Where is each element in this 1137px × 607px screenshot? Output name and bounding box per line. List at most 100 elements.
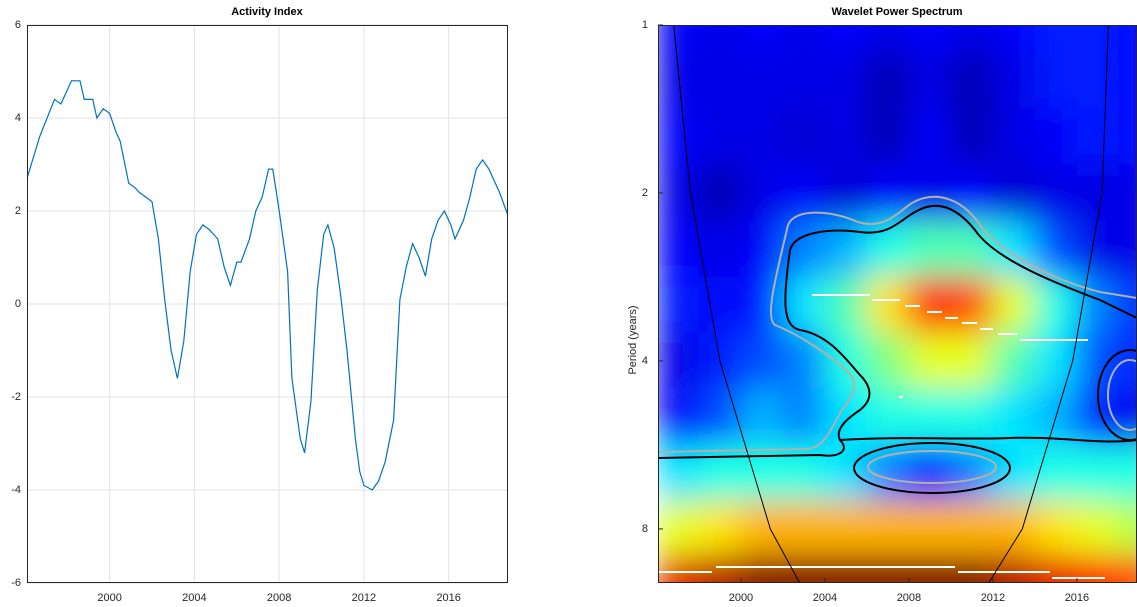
heat-cell <box>824 555 868 583</box>
heat-cell <box>1076 108 1120 166</box>
heat-cell <box>992 276 1036 334</box>
heat-cell <box>1076 220 1120 278</box>
heat-cell <box>658 388 700 446</box>
heat-cell <box>908 500 952 557</box>
y-tick-label: 4 <box>15 112 21 124</box>
y-tick-label: 6 <box>15 19 21 31</box>
heat-cell <box>950 25 994 54</box>
heat-cell <box>740 220 784 278</box>
heat-cell <box>908 220 952 278</box>
heat-cell <box>740 52 784 110</box>
heat-cell <box>740 332 784 390</box>
heat-cell <box>992 164 1036 222</box>
heat-cell <box>698 52 742 110</box>
heat-cell <box>866 332 910 390</box>
heat-cell <box>992 52 1036 110</box>
heat-cell <box>908 52 952 110</box>
heat-cell <box>950 52 994 110</box>
heat-cell <box>866 164 910 222</box>
heat-cell <box>1076 500 1120 557</box>
heat-cell <box>1034 108 1078 166</box>
heat-cell <box>866 500 910 557</box>
y-tick-label: 4 <box>642 355 648 367</box>
heatmap <box>658 25 1137 583</box>
heat-cell <box>908 388 952 446</box>
contour-grey <box>867 450 997 484</box>
heat-cell <box>824 220 868 278</box>
right-axes: 1 2 4 8 2000 2004 2008 2012 2016 <box>642 19 1137 604</box>
heat-cell <box>658 444 700 502</box>
heat-cell <box>1034 164 1078 222</box>
heat-cell <box>824 164 868 222</box>
heat-cell <box>866 276 910 334</box>
heat-cell <box>658 332 700 390</box>
heat-cell <box>698 220 742 278</box>
heat-cell <box>1118 108 1137 166</box>
heat-cell <box>1118 555 1137 583</box>
contour-black <box>853 442 1011 494</box>
heat-cell <box>740 388 784 446</box>
heat-cell <box>824 276 868 334</box>
y-tick-label: -2 <box>11 391 21 403</box>
heat-cell <box>824 444 868 502</box>
contour-grey <box>1107 359 1137 431</box>
heat-cell <box>782 332 826 390</box>
heat-cell <box>782 220 826 278</box>
x-tick-label: 2004 <box>182 592 206 604</box>
heat-cell <box>1076 444 1120 502</box>
heat-cell <box>992 500 1036 557</box>
heat-cell <box>658 555 700 583</box>
heat-cell <box>950 500 994 557</box>
contour-grey <box>658 195 1137 453</box>
heat-cell <box>658 220 700 278</box>
heat-cell <box>1034 332 1078 390</box>
heat-cell <box>992 108 1036 166</box>
heat-cell <box>824 388 868 446</box>
heat-cell <box>950 555 994 583</box>
heat-cell <box>824 500 868 557</box>
y-tick-label: 2 <box>15 205 21 217</box>
x-tick-label: 2012 <box>981 592 1005 604</box>
heat-cell <box>866 108 910 166</box>
heat-cell <box>1034 276 1078 334</box>
plot <box>27 80 508 491</box>
heat-cell <box>1076 332 1120 390</box>
heat-cell <box>866 555 910 583</box>
y-tick-label: 0 <box>15 298 21 310</box>
heat-cell <box>698 388 742 446</box>
heat-cell <box>698 276 742 334</box>
heat-cell <box>1118 52 1137 110</box>
heat-cell <box>992 388 1036 446</box>
y-tick-label: -4 <box>11 484 21 496</box>
heat-cell <box>782 444 826 502</box>
heat-cell <box>698 500 742 557</box>
heat-cell <box>824 52 868 110</box>
heat-cell <box>1118 500 1137 557</box>
x-tick-label: 2000 <box>97 592 121 604</box>
contour-black <box>839 436 1137 443</box>
heat-cell <box>698 108 742 166</box>
y-tick-label: 2 <box>642 187 648 199</box>
heat-cell <box>782 500 826 557</box>
x-tick-label: 2016 <box>1065 592 1089 604</box>
heat-cell <box>698 555 742 583</box>
heat-cell <box>992 555 1036 583</box>
x-tick-label: 2004 <box>813 592 837 604</box>
heat-cell <box>908 25 952 54</box>
x-tick-label: 2008 <box>897 592 921 604</box>
heat-cell <box>908 108 952 166</box>
heat-cell <box>992 444 1036 502</box>
heat-cell <box>782 388 826 446</box>
heat-cell <box>908 276 952 334</box>
heat-cell <box>782 108 826 166</box>
heat-cell <box>950 332 994 390</box>
right-title: Wavelet Power Spectrum <box>831 6 962 18</box>
heat-cell <box>1034 220 1078 278</box>
x-tick-label: 2016 <box>436 592 460 604</box>
heat-cell <box>1118 220 1137 278</box>
y-tick-label: 1 <box>642 19 648 31</box>
heat-cell <box>908 555 952 583</box>
heat-cell <box>740 555 784 583</box>
left-title: Activity Index <box>231 6 303 18</box>
heat-cell <box>992 220 1036 278</box>
